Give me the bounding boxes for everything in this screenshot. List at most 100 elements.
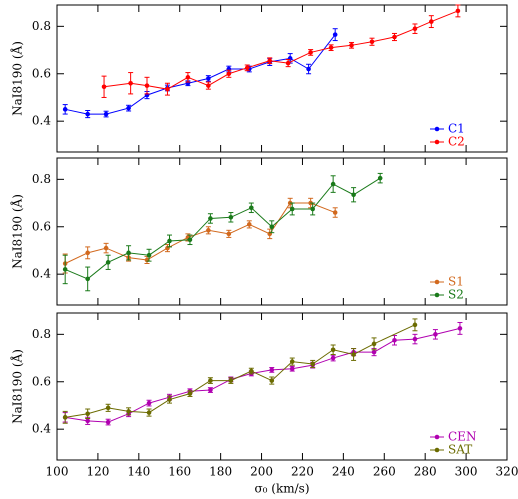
data-point [332, 32, 338, 37]
data-point [371, 341, 377, 347]
data-point [101, 84, 107, 90]
data-point [144, 83, 150, 88]
data-point [105, 419, 111, 425]
legend-marker [434, 139, 440, 145]
x-tick-label: 140 [127, 465, 150, 479]
data-point [228, 378, 234, 383]
data-point [85, 411, 90, 417]
series-line [64, 202, 336, 264]
data-point [187, 237, 193, 243]
data-point [105, 405, 111, 411]
x-tick-label: 200 [250, 465, 273, 479]
legend-label: SAT [448, 443, 472, 457]
data-point [62, 415, 68, 420]
data-point [392, 337, 397, 343]
data-point [369, 39, 375, 45]
legend-marker [434, 292, 440, 298]
data-point [167, 238, 172, 244]
data-point [289, 366, 295, 372]
x-tick-label: 280 [414, 465, 437, 479]
data-point [249, 368, 254, 374]
y-tick-label: 0.6 [32, 219, 51, 233]
data-point [289, 206, 295, 212]
data-point [208, 378, 213, 383]
data-point [126, 250, 131, 256]
data-point [62, 267, 68, 272]
data-point [349, 43, 354, 48]
data-point [412, 322, 418, 328]
data-point [228, 214, 234, 220]
legend-marker [434, 126, 440, 132]
series-line [64, 177, 381, 280]
data-point [167, 397, 172, 402]
y-tick-label: 0.4 [32, 114, 51, 128]
y-tick-label: 0.6 [32, 374, 51, 388]
data-point [146, 252, 152, 258]
y-tick-label: 0.4 [32, 422, 51, 436]
data-point [455, 8, 461, 14]
data-point [206, 76, 211, 81]
legend-label: C1 [448, 122, 465, 136]
legend-label: CEN [448, 430, 476, 444]
data-point [332, 210, 338, 215]
data-point [62, 107, 68, 112]
x-tick-label: 300 [455, 465, 478, 479]
y-axis-label: NaI8190 (Å) [10, 41, 25, 116]
data-point [126, 105, 131, 111]
data-point [308, 50, 313, 55]
data-point [246, 222, 252, 227]
data-point [351, 352, 356, 357]
y-tick-label: 0.8 [32, 172, 51, 186]
legend-marker [434, 434, 440, 440]
plot-frame [56, 312, 508, 461]
data-point [429, 19, 434, 24]
y-tick-label: 0.6 [32, 66, 51, 80]
data-point [105, 260, 111, 265]
x-tick-label: 240 [332, 465, 355, 479]
data-point [330, 181, 336, 187]
legend-marker [434, 279, 440, 285]
y-tick-label: 0.8 [32, 19, 51, 33]
data-point [412, 26, 418, 32]
data-point [377, 175, 383, 181]
data-point [330, 347, 336, 353]
data-point [85, 111, 90, 117]
data-point [328, 45, 334, 50]
x-tick-label: 120 [86, 465, 109, 479]
data-point [392, 34, 397, 40]
series-line [65, 324, 416, 418]
data-point [269, 378, 275, 383]
series-line [65, 34, 336, 115]
plot-frame [56, 157, 508, 306]
y-tick-label: 0.8 [32, 327, 51, 341]
x-tick-label: 320 [496, 465, 518, 479]
x-tick-label: 100 [46, 465, 69, 479]
data-point [371, 349, 377, 355]
data-point [249, 205, 254, 211]
series-line [65, 327, 461, 423]
x-tick-label: 260 [373, 465, 396, 479]
legend-marker [434, 447, 440, 453]
x-tick-label: 180 [209, 465, 232, 479]
x-tick-label: 160 [168, 465, 191, 479]
data-point [206, 83, 211, 88]
data-point [267, 58, 273, 64]
data-point [146, 410, 152, 415]
x-axis-label: σ₀ (km/s) [254, 482, 309, 496]
x-tick-label: 220 [291, 465, 314, 479]
data-point [306, 66, 311, 72]
data-point [433, 332, 438, 337]
series-line [103, 10, 459, 90]
data-point [165, 86, 170, 92]
data-point [187, 391, 193, 396]
data-point [269, 367, 275, 373]
y-axis-label: NaI8190 (Å) [10, 349, 25, 424]
plot-frame [56, 4, 508, 153]
data-point [103, 111, 109, 117]
data-point [185, 75, 191, 80]
data-point [85, 276, 90, 282]
data-point [244, 65, 250, 71]
data-point [269, 224, 275, 230]
data-point [330, 355, 336, 361]
